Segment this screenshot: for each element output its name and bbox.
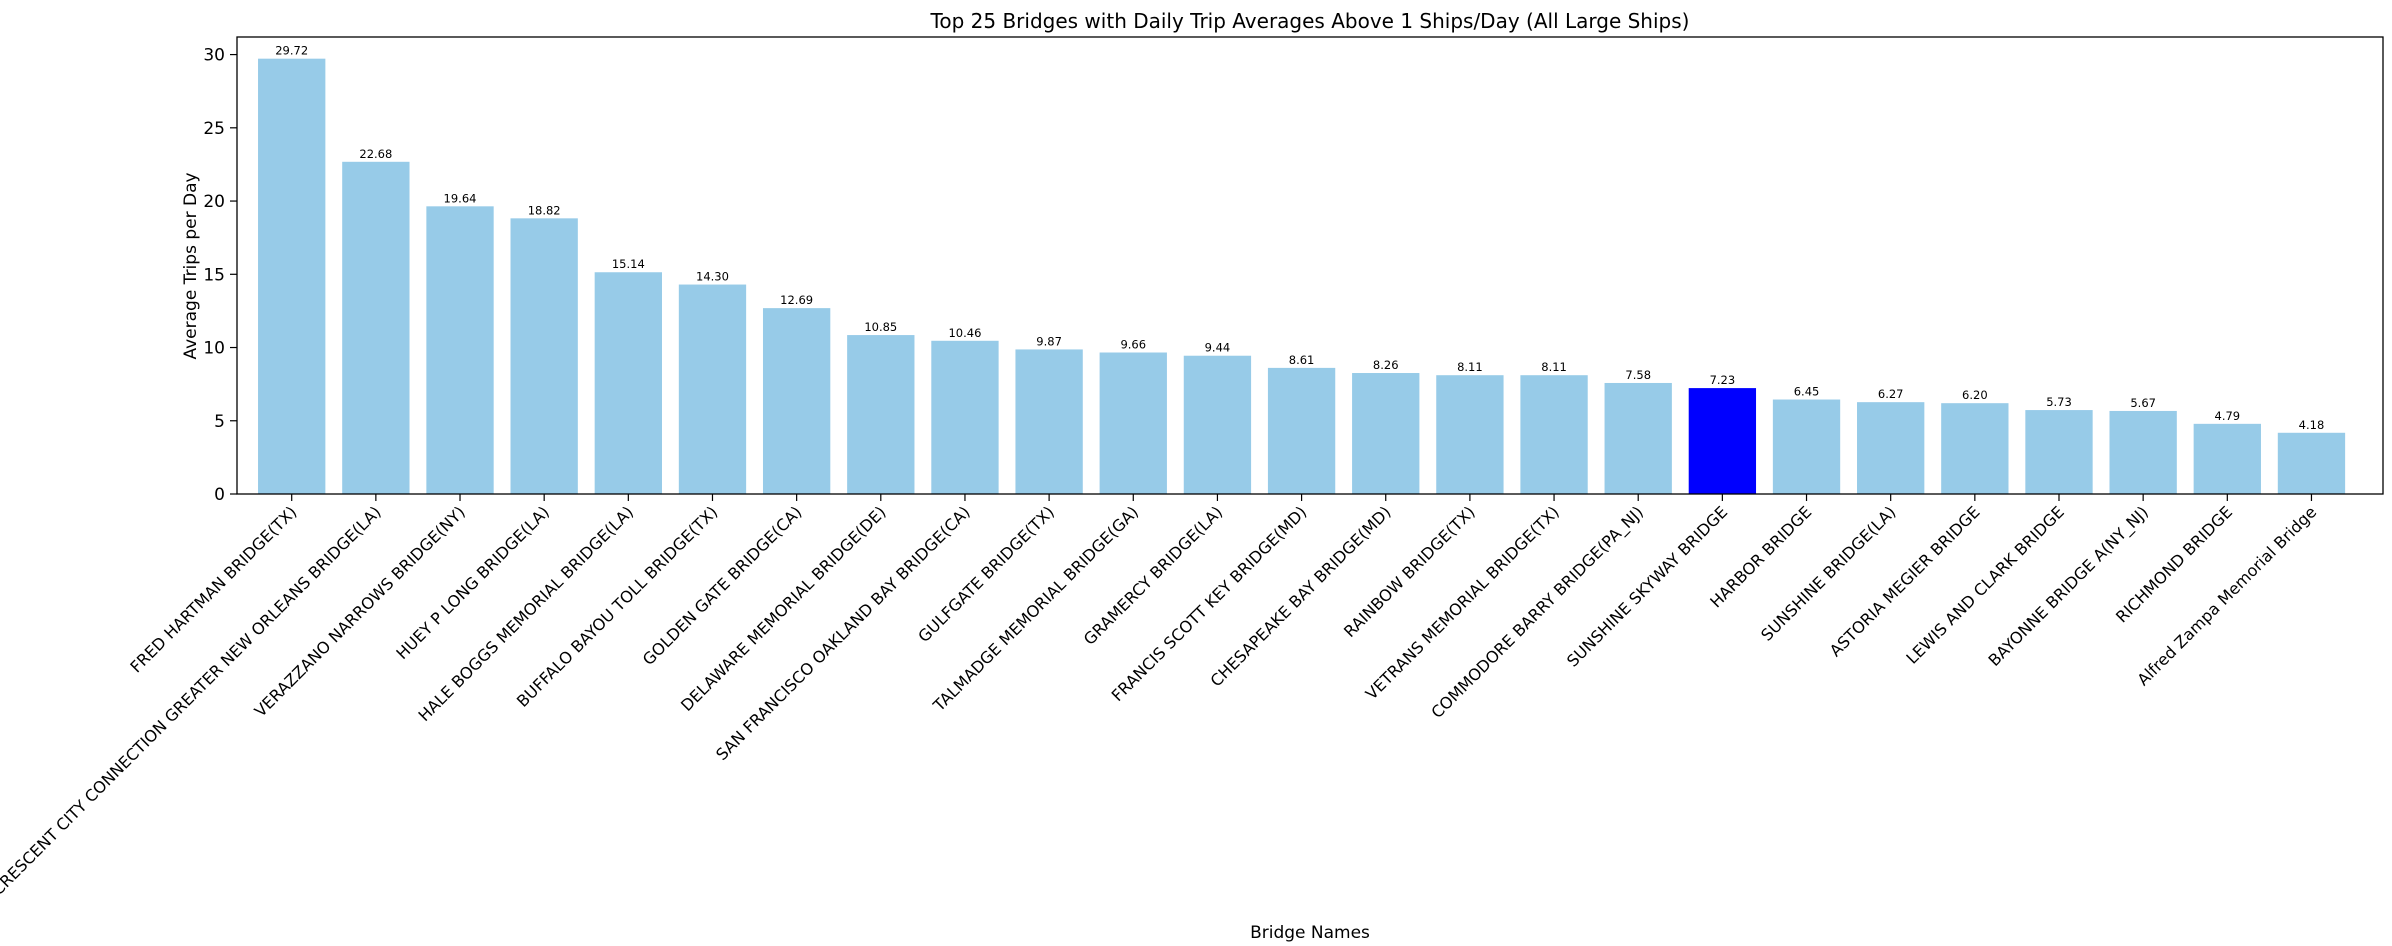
data-label-3: 19.64 [444, 191, 477, 205]
bar-20 [1857, 402, 1925, 494]
data-label-14: 8.26 [1373, 358, 1399, 372]
bar-1 [258, 58, 326, 495]
data-label-4: 18.82 [528, 203, 561, 217]
x-tick-label-4: HUEY P LONG BRIDGE(LA) [392, 502, 553, 663]
data-label-1: 29.72 [275, 44, 308, 58]
x-tick-label-21: ASTORIA MEGIER BRIDGE [1826, 502, 1984, 660]
y-tick-label: 10 [203, 339, 225, 359]
bar-10 [1015, 349, 1083, 494]
y-tick-label: 15 [203, 265, 225, 285]
data-label-5: 15.14 [612, 257, 645, 271]
data-label-13: 8.61 [1289, 353, 1315, 367]
bar-23 [2109, 410, 2177, 494]
data-label-6: 14.30 [696, 270, 729, 284]
x-tick-label-10: GULFGATE BRIDGE(TX) [914, 502, 1058, 646]
x-tick-label-12: GRAMERCY BRIDGE(LA) [1080, 502, 1226, 648]
data-label-2: 22.68 [359, 147, 392, 161]
bar-24 [2193, 423, 2261, 494]
chart-title: Top 25 Bridges with Daily Trip Averages … [930, 9, 1690, 33]
data-label-11: 9.66 [1120, 338, 1146, 352]
data-label-22: 5.73 [2046, 395, 2072, 409]
bar-13 [1267, 367, 1336, 494]
data-label-7: 12.69 [780, 293, 813, 307]
x-tick-label-20: SUNSHINE BRIDGE(LA) [1757, 502, 1899, 644]
bar-3 [426, 206, 494, 495]
bar-2 [342, 161, 410, 495]
x-tick-label-7: GOLDEN GATE BRIDGE(CA) [639, 502, 806, 669]
x-tick-label-25: Alfred Zampa Memorial Bridge [2133, 502, 2320, 689]
bar-19 [1772, 399, 1841, 494]
data-label-15: 8.11 [1457, 360, 1483, 374]
data-label-25: 4.18 [2299, 418, 2325, 432]
bar-14 [1352, 373, 1420, 494]
data-label-16: 8.11 [1541, 360, 1567, 374]
bar-11 [1099, 352, 1167, 494]
y-tick-label: 25 [203, 119, 225, 139]
bar-12 [1183, 355, 1252, 494]
data-labels-layer: 29.72 22.68 19.64 18.82 15.14 14.30 12.69 10.85… [275, 44, 2324, 432]
data-label-19: 6.45 [1794, 385, 1820, 399]
data-label-21: 6.20 [1962, 388, 1988, 402]
bar-15 [1436, 375, 1504, 494]
data-label-8: 10.85 [864, 320, 897, 334]
bar-18 [1688, 388, 1757, 494]
bar-5 [594, 272, 662, 494]
y-tick-label: 20 [203, 192, 225, 212]
data-label-24: 4.79 [2215, 409, 2241, 423]
bar-21 [1941, 403, 2009, 494]
bar-6 [678, 284, 747, 494]
data-label-18: 7.23 [1710, 373, 1736, 387]
bar-17 [1604, 382, 1672, 494]
plot-frame [236, 36, 2384, 495]
x-tick-label-14: CHESAPEAKE BAY BRIDGE(MD) [1207, 502, 1395, 690]
y-tick-label: 0 [214, 485, 225, 505]
x-tick-label-1: FRED HARTMAN BRIDGE(TX) [126, 502, 300, 676]
data-label-20: 6.27 [1878, 387, 1904, 401]
data-label-10: 9.87 [1036, 334, 1062, 348]
data-label-23: 5.67 [2130, 396, 2156, 410]
y-tick-label: 30 [203, 46, 225, 66]
y-axis: 0 5 10 15 20 25 30 [203, 46, 237, 505]
bar-4 [510, 218, 578, 494]
bar-16 [1520, 375, 1588, 494]
x-axis-label: Bridge Names [1250, 923, 1370, 943]
data-label-9: 10.46 [948, 326, 981, 340]
x-tick-label-23: BAYONNE BRIDGE A(NY_NJ) [1984, 502, 2152, 670]
bar-8 [847, 335, 915, 494]
x-tick-label-18: SUNSHINE SKYWAY BRIDGE [1563, 502, 1731, 670]
data-label-12: 9.44 [1205, 341, 1231, 355]
y-axis-label: Average Trips per Day [181, 172, 201, 359]
data-label-17: 7.58 [1625, 368, 1651, 382]
bar-9 [931, 340, 999, 494]
x-axis: FRED HARTMAN BRIDGE(TX)CRESCENT CITY CON… [0, 494, 2320, 899]
bar-22 [2025, 410, 2093, 494]
bar-25 [2277, 432, 2346, 494]
bars-layer [258, 58, 2346, 495]
bar-7 [762, 308, 831, 494]
x-tick-label-2: CRESCENT CITY CONNECTION GREATER NEW ORL… [0, 502, 385, 899]
x-tick-label-22: LEWIS AND CLARK BRIDGE [1902, 502, 2067, 667]
y-tick-label: 5 [214, 412, 225, 432]
